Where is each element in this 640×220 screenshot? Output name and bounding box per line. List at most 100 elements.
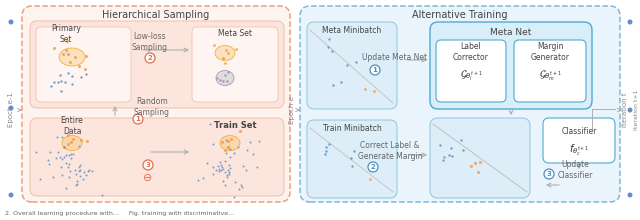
Point (76, 175, 86, 178)
FancyBboxPatch shape (22, 6, 290, 202)
Circle shape (8, 192, 13, 198)
Point (63, 133, 74, 136)
Point (220, 148, 230, 152)
Point (218, 57, 228, 60)
Point (69, 56, 79, 59)
Text: Epoch e: Epoch e (289, 96, 295, 124)
Circle shape (8, 106, 13, 110)
Point (218, 79, 228, 83)
Point (66, 140, 76, 143)
Point (67, 152, 77, 156)
Point (321, 145, 331, 148)
Point (238, 165, 248, 168)
Point (218, 168, 228, 171)
Circle shape (8, 20, 13, 24)
Point (228, 195, 239, 199)
Point (225, 148, 235, 151)
FancyBboxPatch shape (307, 22, 397, 109)
Point (458, 148, 468, 152)
Point (57, 136, 67, 139)
Point (202, 161, 212, 165)
Point (216, 165, 227, 168)
Circle shape (368, 162, 378, 172)
Point (209, 43, 219, 47)
Point (223, 145, 233, 148)
Point (68, 137, 78, 141)
Ellipse shape (220, 136, 240, 150)
Point (63, 71, 73, 75)
Point (473, 170, 483, 173)
Point (66, 156, 76, 160)
Text: Alternative Training: Alternative Training (412, 10, 508, 20)
Point (214, 169, 225, 172)
Point (66, 152, 76, 156)
Point (63, 53, 73, 56)
FancyBboxPatch shape (30, 118, 284, 196)
Text: Meta Minibatch: Meta Minibatch (323, 26, 381, 35)
Point (439, 155, 449, 159)
Point (444, 154, 454, 157)
Text: Update Meta Net: Update Meta Net (362, 53, 428, 62)
Circle shape (627, 192, 632, 198)
Point (43, 158, 53, 162)
Point (435, 143, 445, 147)
Point (342, 64, 353, 67)
Point (75, 163, 85, 166)
Text: Iteration t+1: Iteration t+1 (634, 90, 639, 130)
Point (216, 163, 227, 167)
Text: $\mathcal{G}_{\theta_l^{t+1}}$: $\mathcal{G}_{\theta_l^{t+1}}$ (460, 69, 483, 83)
Point (31, 150, 41, 153)
Point (72, 179, 83, 183)
Point (83, 169, 93, 172)
Text: Margin
Generator: Margin Generator (531, 42, 570, 62)
Point (351, 60, 361, 64)
Point (74, 144, 84, 148)
Point (61, 154, 72, 157)
Point (215, 160, 225, 164)
Point (64, 153, 74, 157)
Text: Epoch e-1: Epoch e-1 (8, 93, 14, 127)
Text: 2. Overall learning procedure with...     Fig. training with discriminative...: 2. Overall learning procedure with... Fi… (5, 211, 234, 216)
Point (65, 169, 75, 172)
Point (205, 123, 215, 126)
Point (208, 142, 218, 145)
Point (223, 168, 234, 171)
Point (445, 146, 456, 150)
Point (252, 165, 262, 169)
Point (49, 46, 59, 50)
Circle shape (627, 20, 632, 24)
Ellipse shape (215, 46, 235, 61)
Text: ⊖: ⊖ (143, 173, 153, 183)
Point (60, 81, 70, 84)
Point (70, 168, 80, 171)
Point (81, 174, 91, 177)
Point (76, 139, 86, 142)
Point (61, 161, 71, 165)
Point (67, 74, 77, 78)
FancyBboxPatch shape (514, 40, 586, 102)
Point (63, 165, 73, 169)
Ellipse shape (62, 136, 82, 150)
Point (58, 145, 68, 149)
Point (214, 168, 225, 171)
Point (220, 159, 230, 163)
Point (57, 173, 67, 176)
Point (241, 168, 251, 172)
Point (225, 166, 236, 170)
Point (70, 183, 81, 186)
Point (364, 168, 374, 172)
Circle shape (133, 114, 143, 124)
Point (212, 76, 222, 79)
Text: Random
Sampling: Random Sampling (134, 97, 170, 117)
Point (198, 176, 208, 180)
Point (346, 156, 356, 159)
Point (212, 165, 223, 168)
Point (56, 90, 67, 93)
Point (328, 83, 338, 86)
Point (223, 145, 234, 149)
Circle shape (143, 160, 153, 170)
Text: Meta Net: Meta Net (490, 28, 532, 37)
Point (74, 64, 84, 68)
Point (347, 164, 357, 168)
Point (365, 177, 375, 181)
